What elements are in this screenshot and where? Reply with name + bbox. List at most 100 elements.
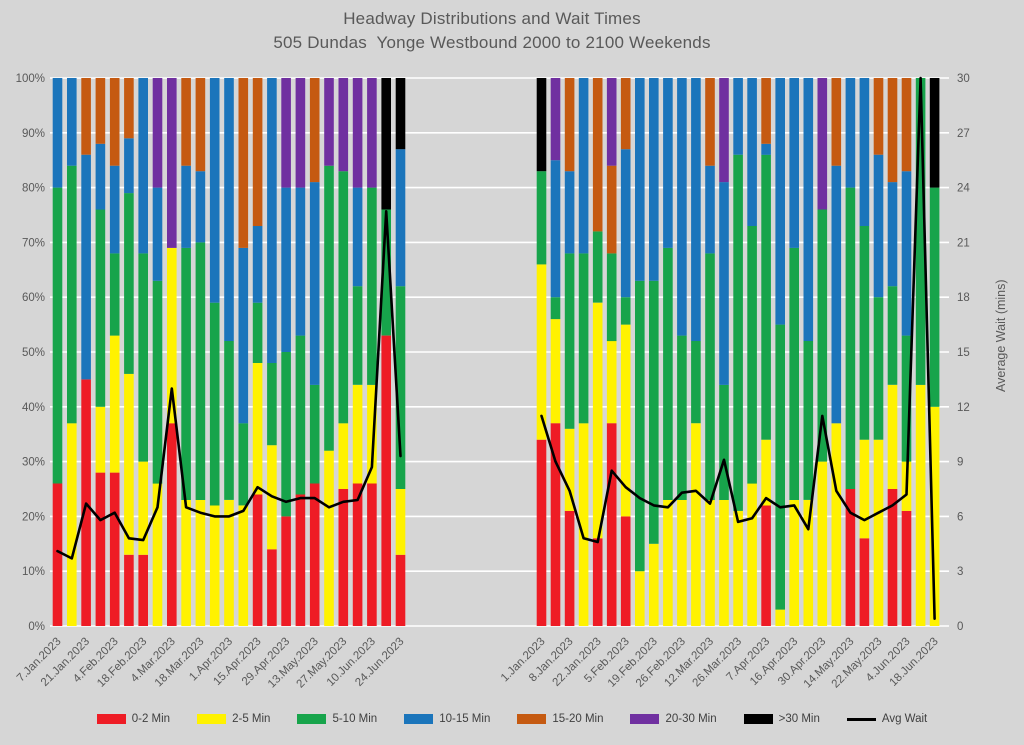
bar-segment bbox=[395, 149, 406, 287]
bar-segment bbox=[901, 78, 912, 172]
bar-segment bbox=[831, 78, 842, 166]
bar-segment bbox=[677, 335, 687, 500]
bar-segment bbox=[238, 423, 249, 506]
bar-segment bbox=[733, 154, 743, 511]
bar-segment bbox=[578, 253, 589, 424]
bar-segment bbox=[901, 335, 912, 462]
legend-item-2-5-min: 2-5 Min bbox=[197, 713, 270, 725]
bar-segment bbox=[606, 423, 617, 626]
bar-segment bbox=[550, 78, 561, 161]
y-right-tick-label: 12 bbox=[957, 402, 970, 414]
bar-segment bbox=[845, 489, 856, 626]
bar-segment bbox=[845, 187, 856, 489]
y-right-tick-label: 18 bbox=[957, 292, 970, 304]
bar-segment bbox=[775, 78, 785, 325]
chart-title-line1: Headway Distributions and Wait Times bbox=[343, 9, 641, 28]
bar-segment bbox=[238, 505, 249, 626]
bar-segment bbox=[635, 571, 645, 626]
bar-segment bbox=[181, 500, 191, 626]
bar-segment bbox=[887, 182, 898, 287]
bar-segment bbox=[124, 193, 134, 374]
bar-segment bbox=[789, 247, 799, 500]
legend-item-label: 2-5 Min bbox=[232, 713, 271, 725]
bar-segment bbox=[67, 78, 77, 166]
bar-segment bbox=[873, 154, 884, 298]
y-left-tick-label: 100% bbox=[16, 73, 45, 85]
bar-segment bbox=[789, 78, 799, 248]
legend-item-15-20-min: 15-20 Min bbox=[517, 713, 603, 725]
bar-segment bbox=[901, 171, 912, 336]
bar-segment bbox=[705, 165, 715, 254]
bar-segment bbox=[267, 549, 277, 626]
bar-segment bbox=[817, 209, 828, 462]
y-left-tick-label: 30% bbox=[22, 457, 45, 469]
bar-segment bbox=[124, 373, 134, 555]
bar-segment bbox=[81, 154, 91, 380]
bar-segment bbox=[620, 297, 631, 325]
bar-segment bbox=[281, 187, 291, 352]
bar-segment bbox=[592, 538, 603, 626]
bar-segment bbox=[109, 78, 120, 166]
y-right-tick-label: 21 bbox=[957, 237, 970, 249]
bar-segment bbox=[578, 423, 589, 626]
bar-segment bbox=[606, 253, 617, 342]
bar-segment bbox=[536, 78, 547, 172]
bar-segment bbox=[195, 171, 206, 243]
bar-segment bbox=[109, 253, 120, 336]
bar-segment bbox=[224, 500, 234, 626]
bar-segment bbox=[691, 341, 701, 424]
bar-segment bbox=[761, 78, 771, 144]
bar-segment bbox=[181, 78, 191, 166]
y-left-tick-label: 60% bbox=[22, 292, 45, 304]
bar-segment bbox=[859, 78, 870, 226]
bar-segment bbox=[719, 384, 729, 500]
bar-segment bbox=[152, 280, 163, 484]
bar-segment bbox=[859, 538, 870, 626]
bar-segment bbox=[352, 483, 363, 626]
bar-segment bbox=[367, 187, 377, 385]
bar-segment bbox=[124, 78, 134, 139]
bar-segment bbox=[564, 510, 575, 626]
bar-segment bbox=[81, 78, 91, 155]
bar-segment bbox=[677, 78, 687, 336]
bar-segment bbox=[324, 450, 334, 626]
bar-segment bbox=[138, 554, 148, 626]
bar-segment bbox=[95, 472, 106, 626]
bar-segment bbox=[152, 187, 163, 281]
bar-segment bbox=[338, 423, 349, 489]
bar-segment bbox=[663, 247, 673, 500]
bar-segment bbox=[901, 510, 912, 626]
legend-color-chip bbox=[404, 714, 434, 724]
bar-segment bbox=[109, 472, 120, 626]
bar-segment bbox=[592, 231, 603, 303]
legend-item-label: 20-30 Min bbox=[665, 713, 717, 725]
bar-segment bbox=[195, 242, 206, 500]
bar-segment bbox=[620, 78, 631, 150]
bar-segment bbox=[281, 352, 291, 517]
bar-segment bbox=[167, 78, 177, 248]
bar-segment bbox=[381, 335, 391, 626]
legend-item-10-15-min: 10-15 Min bbox=[404, 713, 490, 725]
bar-segment bbox=[550, 423, 561, 626]
bar-segment bbox=[195, 500, 206, 626]
bar-segment bbox=[67, 165, 77, 424]
bar-segment bbox=[536, 439, 547, 626]
y-right-tick-label: 24 bbox=[957, 183, 970, 195]
bar-segment bbox=[52, 187, 63, 484]
bar-segment bbox=[733, 78, 743, 155]
bar-segment bbox=[705, 78, 715, 166]
bar-segment bbox=[929, 78, 940, 188]
bar-segment bbox=[747, 483, 757, 626]
bar-segment bbox=[309, 384, 320, 484]
avg-wait-line-right bbox=[540, 76, 936, 621]
bar-segment bbox=[564, 171, 575, 254]
avg-wait-line-icon bbox=[846, 717, 876, 721]
bar-segment bbox=[138, 78, 148, 254]
bar-segment bbox=[719, 182, 729, 385]
y-left-tick-label: 50% bbox=[22, 347, 45, 359]
bar-segment bbox=[52, 483, 63, 626]
bar-segment bbox=[167, 423, 177, 626]
bar-segment bbox=[705, 500, 715, 626]
bar-segment bbox=[338, 171, 349, 424]
